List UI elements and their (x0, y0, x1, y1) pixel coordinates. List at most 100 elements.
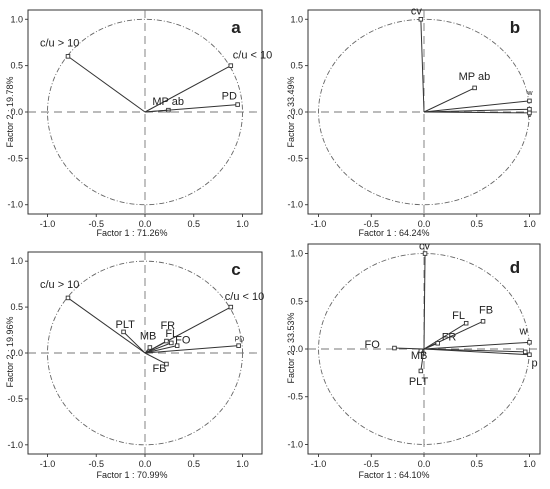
loading-vector (423, 108, 530, 113)
x-tick-label: -1.0 (40, 219, 56, 229)
panel-letter: c (231, 260, 240, 279)
loading-vector (144, 352, 167, 365)
y-tick-label: -0.5 (287, 392, 303, 402)
point-label: FO (364, 339, 380, 351)
loading-point (472, 85, 477, 91)
panel-letter: b (510, 18, 520, 37)
loading-vector (423, 341, 530, 350)
point-label: c/u < 10 (225, 291, 264, 303)
y-tick-label: -0.5 (7, 394, 23, 404)
loading-vector (423, 100, 530, 113)
point-label: FL (452, 310, 465, 322)
loading-vector (123, 331, 146, 354)
loading-point (480, 319, 486, 324)
point-label: p (527, 112, 531, 119)
y-tick-label: 0.0 (290, 344, 303, 354)
loading-point (121, 329, 126, 335)
loading-point (435, 341, 440, 346)
point-label: FB (152, 363, 166, 375)
point-label: FO (175, 335, 191, 347)
y-tick-label: -1.0 (7, 440, 23, 450)
point-label: PLT (116, 319, 136, 331)
point-label: w (526, 90, 533, 97)
x-tick-label: -1.0 (311, 219, 327, 229)
x-tick-label: -0.5 (88, 459, 104, 469)
y-tick-label: 1.0 (290, 249, 303, 259)
x-tick-label: 0.0 (139, 219, 152, 229)
point-label: MP ab (152, 96, 184, 108)
x-axis-label: Factor 1 : 71.26% (96, 228, 167, 238)
loading-point (527, 352, 532, 357)
point-label: PLT (409, 376, 429, 388)
point-label: c/u > 10 (40, 37, 79, 49)
loading-vector (423, 342, 438, 350)
x-axis-label: Factor 1 : 64.10% (358, 470, 429, 480)
x-tick-label: 0.5 (470, 459, 483, 469)
loading-point (527, 340, 532, 345)
loading-vector (144, 340, 167, 354)
loading-point (65, 54, 71, 59)
loading-vector (420, 348, 425, 372)
panel-letter: a (231, 18, 241, 37)
loading-point (169, 340, 174, 346)
point-label: MB (140, 330, 157, 342)
y-tick-label: -1.0 (7, 200, 23, 210)
point-label: FB (479, 304, 493, 316)
x-tick-label: 1.0 (236, 219, 249, 229)
point-label: MB (411, 350, 428, 362)
y-axis-label: Factor 2 : 33.53% (286, 312, 296, 383)
x-tick-label: -0.5 (88, 219, 104, 229)
point-label: MP ab (459, 71, 491, 83)
x-tick-label: -0.5 (364, 459, 380, 469)
loading-point (418, 348, 424, 354)
point-label: w (518, 325, 527, 337)
y-axis-label: Factor 2 : 19.96% (5, 316, 15, 387)
point-label: PD (235, 337, 245, 344)
loading-point (392, 345, 397, 351)
y-tick-label: 1.0 (290, 14, 303, 24)
loading-point (527, 110, 532, 116)
loading-point (418, 17, 424, 22)
loading-vector (144, 342, 172, 354)
point-label: c/u < 10 (233, 50, 272, 62)
y-axis-label: Factor 2 : 33.49% (286, 76, 296, 147)
chart-panel-a: -1.0 -0.5 0.0 0.5 1.0 1.0 0.5 0.0 -0.5 -1.0 Factor… (5, 9, 272, 238)
loading-vector (423, 253, 426, 350)
point-label: cv (411, 5, 423, 17)
loading-point (65, 295, 71, 301)
y-axis-label: Factor 2 : 19.78% (5, 76, 15, 147)
x-tick-label: 1.0 (523, 459, 536, 469)
x-tick-label: 0.0 (418, 219, 431, 229)
loading-point (418, 368, 424, 374)
point-label: FR (160, 320, 175, 332)
y-tick-label: 0.5 (290, 61, 303, 71)
loading-vector (67, 55, 146, 113)
y-tick-label: -1.0 (287, 200, 303, 210)
loading-vector (423, 111, 530, 114)
point-label: p (531, 358, 537, 370)
loading-point (522, 349, 528, 355)
y-tick-label: 0.0 (10, 107, 23, 117)
chart-panel-c: -1.0 -0.5 0.0 0.5 1.0 1.0 0.5 0.0 -0.5 -1.0 Factor… (5, 251, 264, 480)
x-tick-label: -1.0 (311, 459, 327, 469)
x-tick-label: 1.0 (236, 459, 249, 469)
x-tick-label: 0.5 (187, 459, 200, 469)
loading-point (228, 304, 234, 310)
loading-vector (144, 65, 232, 113)
y-tick-label: -1.0 (287, 439, 303, 449)
y-tick-label: 0.5 (10, 61, 23, 71)
loading-point (164, 361, 169, 367)
loading-point (174, 343, 180, 348)
y-tick-label: 1.0 (10, 14, 23, 24)
loading-vector (144, 345, 239, 354)
x-tick-label: -1.0 (40, 459, 56, 469)
loading-vector (144, 345, 178, 354)
loading-point (147, 345, 153, 350)
y-tick-label: 0.5 (290, 296, 303, 306)
loading-point (164, 338, 169, 344)
y-tick-label: 0.0 (290, 107, 303, 117)
x-tick-label: -0.5 (364, 219, 380, 229)
x-tick-label: 0.0 (139, 459, 152, 469)
point-label: FR (442, 331, 457, 343)
